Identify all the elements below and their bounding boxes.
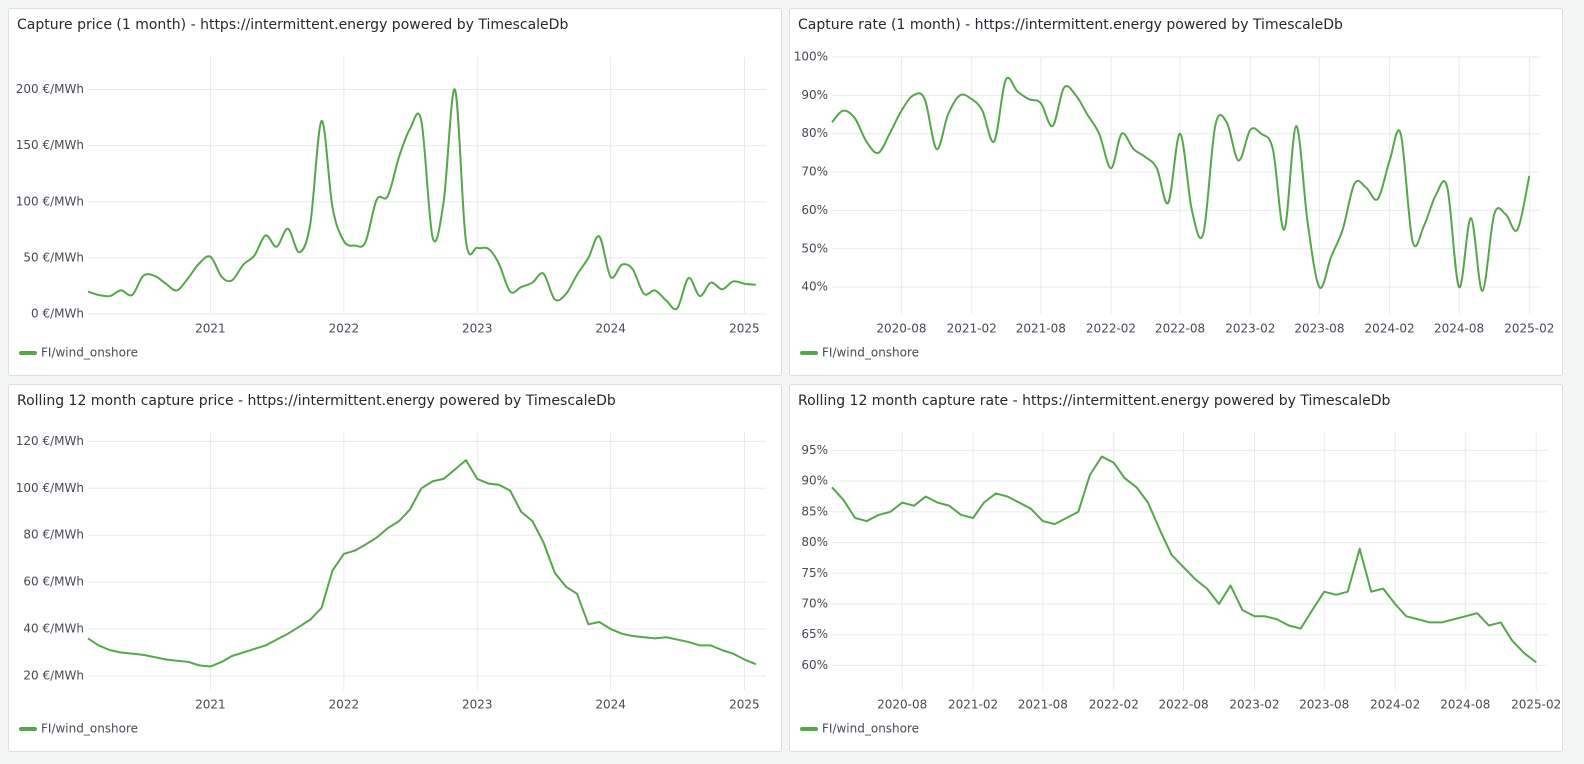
legend-label: FI/wind_onshore	[41, 722, 138, 736]
y-tick-label: 120 €/MWh	[16, 434, 84, 448]
x-tick-label: 2022	[329, 322, 360, 336]
panel: Capture rate (1 month) - https://intermi…	[789, 8, 1563, 376]
legend-label: FI/wind_onshore	[822, 722, 919, 736]
x-tick-label: 2023-08	[1294, 322, 1344, 336]
y-tick-label: 80%	[801, 535, 828, 549]
y-tick-label: 150 €/MWh	[16, 138, 84, 152]
x-tick-label: 2020-08	[877, 698, 927, 712]
x-tick-label: 2023	[462, 698, 493, 712]
y-tick-label: 20 €/MWh	[23, 668, 84, 682]
x-tick-label: 2023-02	[1225, 322, 1275, 336]
x-tick-label: 2022-02	[1086, 322, 1136, 336]
panel: Capture price (1 month) - https://interm…	[8, 8, 782, 376]
y-tick-label: 70%	[801, 165, 828, 179]
y-tick-label: 80 €/MWh	[23, 528, 84, 542]
y-tick-label: 65%	[801, 627, 828, 641]
series-line	[87, 459, 757, 668]
panel: Rolling 12 month capture price - https:/…	[8, 384, 782, 752]
series-line	[831, 76, 1531, 292]
x-tick-label: 2021-02	[948, 698, 998, 712]
y-tick-label: 40%	[801, 280, 828, 294]
y-tick-label: 60%	[801, 203, 828, 217]
x-tick-label: 2024	[595, 698, 626, 712]
y-tick-label: 60%	[801, 658, 828, 672]
legend-label: FI/wind_onshore	[41, 346, 138, 360]
panel-frame	[789, 384, 1563, 752]
x-tick-label: 2022-02	[1089, 698, 1139, 712]
y-tick-label: 100 €/MWh	[16, 194, 84, 208]
x-tick-label: 2024-02	[1370, 698, 1420, 712]
x-tick-label: 2021-08	[1018, 698, 1068, 712]
panel-frame	[789, 8, 1563, 376]
y-tick-label: 90%	[801, 474, 828, 488]
x-tick-label: 2023	[462, 322, 493, 336]
y-tick-label: 100%	[794, 50, 828, 64]
x-tick-label: 2022	[329, 698, 360, 712]
x-tick-label: 2024-08	[1440, 698, 1490, 712]
y-tick-label: 0 €/MWh	[31, 307, 84, 321]
legend-label: FI/wind_onshore	[822, 346, 919, 360]
x-tick-label: 2023-08	[1299, 698, 1349, 712]
panel-title: Rolling 12 month capture rate - https://…	[798, 393, 1390, 409]
panel: Rolling 12 month capture rate - https://…	[789, 384, 1563, 752]
series-line	[87, 88, 756, 311]
panel-frame	[8, 384, 782, 752]
x-tick-label: 2021	[195, 698, 226, 712]
y-tick-label: 80%	[801, 126, 828, 140]
panel-title: Rolling 12 month capture price - https:/…	[17, 393, 616, 409]
y-tick-label: 60 €/MWh	[23, 575, 84, 589]
x-tick-label: 2023-02	[1229, 698, 1279, 712]
x-tick-label: 2020-08	[876, 322, 926, 336]
x-tick-label: 2021-02	[947, 322, 997, 336]
y-tick-label: 70%	[801, 597, 828, 611]
y-tick-label: 40 €/MWh	[23, 622, 84, 636]
x-tick-label: 2022-08	[1158, 698, 1208, 712]
x-tick-label: 2025-02	[1504, 322, 1554, 336]
x-tick-label: 2022-08	[1155, 322, 1205, 336]
panel-frame	[8, 8, 782, 376]
y-tick-label: 85%	[801, 504, 828, 518]
y-tick-label: 75%	[801, 566, 828, 580]
y-tick-label: 95%	[801, 443, 828, 457]
y-tick-label: 50 €/MWh	[23, 250, 84, 264]
x-tick-label: 2024-02	[1365, 322, 1415, 336]
x-tick-label: 2021-08	[1016, 322, 1066, 336]
x-tick-label: 2024-08	[1434, 322, 1484, 336]
panel-title: Capture price (1 month) - https://interm…	[17, 17, 568, 33]
x-tick-label: 2025	[729, 322, 760, 336]
y-tick-label: 200 €/MWh	[16, 82, 84, 96]
x-tick-label: 2021	[195, 322, 226, 336]
series-line	[831, 455, 1537, 664]
y-tick-label: 90%	[801, 88, 828, 102]
panel-title: Capture rate (1 month) - https://intermi…	[798, 17, 1343, 33]
y-tick-label: 50%	[801, 241, 828, 255]
x-tick-label: 2025	[729, 698, 760, 712]
x-tick-label: 2025-02	[1511, 698, 1561, 712]
x-tick-label: 2024	[595, 322, 626, 336]
y-tick-label: 100 €/MWh	[16, 481, 84, 495]
